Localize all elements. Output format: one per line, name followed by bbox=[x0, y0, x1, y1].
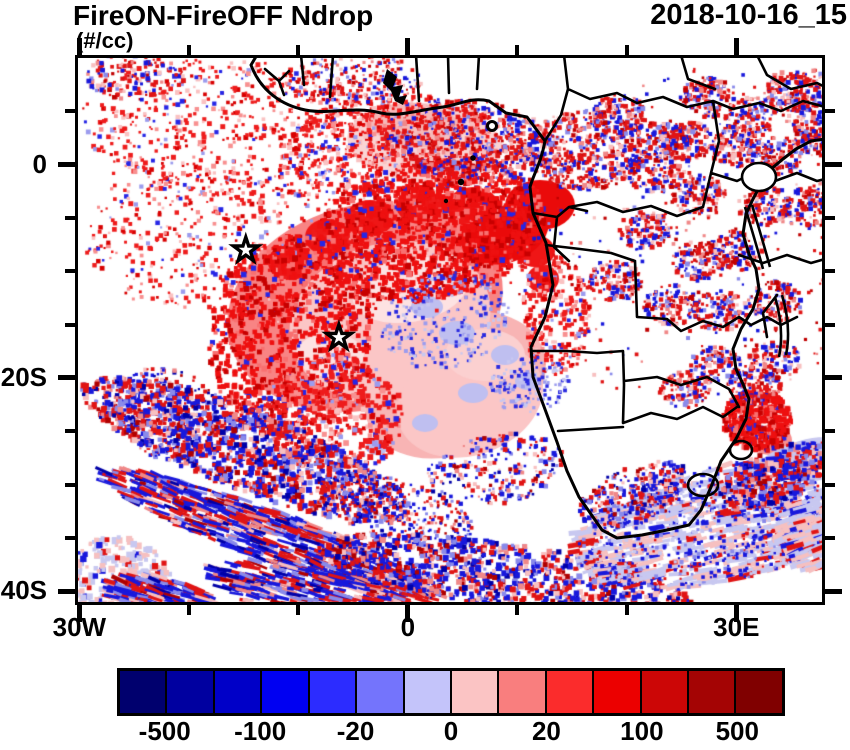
y-tick bbox=[825, 482, 835, 487]
colorbar-segment bbox=[639, 671, 688, 713]
x-axis-label: 30W bbox=[52, 612, 107, 642]
x-tick bbox=[733, 38, 739, 55]
colorbar-segment bbox=[355, 671, 403, 713]
x-axis-label: 0 bbox=[400, 612, 416, 642]
x-tick bbox=[405, 605, 411, 622]
x-tick bbox=[405, 38, 411, 55]
y-tick bbox=[65, 429, 75, 434]
colorbar-segment bbox=[544, 671, 593, 713]
colorbar-label: -20 bbox=[336, 716, 375, 746]
y-tick bbox=[825, 109, 835, 114]
coastline bbox=[249, 55, 825, 540]
star-marker bbox=[321, 319, 357, 353]
colorbar-segment bbox=[687, 671, 735, 713]
x-tick bbox=[76, 38, 82, 55]
y-tick bbox=[65, 482, 75, 487]
y-tick bbox=[65, 322, 75, 327]
lakes bbox=[686, 161, 790, 498]
timestamp-label: 2018-10-16_15 bbox=[650, 0, 847, 31]
colorbar-label: 20 bbox=[531, 716, 561, 746]
colorbar-segment bbox=[402, 671, 450, 713]
x-tick bbox=[624, 605, 629, 615]
lesotho-border bbox=[686, 472, 720, 498]
colorbar-label: -500 bbox=[138, 716, 191, 746]
x-tick bbox=[296, 605, 301, 615]
lake-volta bbox=[383, 69, 407, 105]
colorbar-label: 0 bbox=[443, 716, 459, 746]
y-tick bbox=[825, 429, 835, 434]
y-axis-label: 20S bbox=[0, 361, 47, 392]
colorbar-segment bbox=[592, 671, 640, 713]
colorbar bbox=[117, 668, 785, 716]
station-markers bbox=[228, 231, 357, 353]
colorbar-label: 500 bbox=[715, 716, 759, 746]
colorbar-segment bbox=[734, 671, 782, 713]
x-axis-label: 30E bbox=[713, 612, 760, 642]
y-tick bbox=[58, 375, 75, 381]
island-dot bbox=[470, 155, 476, 161]
eswatini-border bbox=[728, 439, 754, 461]
y-tick bbox=[825, 216, 835, 221]
colorbar-segment bbox=[120, 671, 166, 713]
page-title: FireON-FireOFF Ndrop bbox=[73, 0, 374, 31]
lake-victoria-outline bbox=[740, 161, 778, 193]
x-tick bbox=[186, 605, 191, 615]
y-tick bbox=[825, 162, 842, 168]
y-tick bbox=[65, 109, 75, 114]
y-tick bbox=[825, 535, 835, 540]
colorbar-label: 100 bbox=[620, 716, 664, 746]
units-label: (#/cc) bbox=[76, 28, 134, 53]
colorbar-label: -100 bbox=[234, 716, 287, 746]
x-tick bbox=[515, 605, 520, 615]
y-tick bbox=[825, 322, 835, 327]
country-borders bbox=[263, 55, 825, 433]
y-axis-label: 0 bbox=[32, 148, 47, 179]
star-marker bbox=[228, 231, 264, 265]
colorbar-segment bbox=[497, 671, 545, 713]
x-tick bbox=[624, 45, 629, 55]
y-axis-label: 40S bbox=[0, 575, 47, 606]
colorbar-segment bbox=[307, 671, 356, 713]
x-tick bbox=[76, 605, 82, 622]
colorbar-segment bbox=[260, 671, 308, 713]
y-tick bbox=[65, 216, 75, 221]
map-plot bbox=[75, 55, 825, 605]
colorbar-segment bbox=[449, 671, 498, 713]
x-tick bbox=[733, 605, 739, 622]
y-tick bbox=[65, 269, 75, 274]
colorbar-segment bbox=[212, 671, 261, 713]
y-tick bbox=[825, 269, 835, 274]
island-dot bbox=[443, 198, 449, 204]
x-tick bbox=[186, 45, 191, 55]
y-tick bbox=[65, 535, 75, 540]
map-overlay-svg bbox=[228, 55, 825, 540]
y-tick bbox=[825, 375, 842, 381]
y-tick bbox=[825, 588, 842, 594]
x-tick bbox=[296, 45, 301, 55]
island-dot bbox=[486, 120, 498, 132]
island-dot bbox=[457, 178, 465, 186]
rift-lakes-outline bbox=[743, 204, 790, 358]
y-tick bbox=[58, 162, 75, 168]
x-tick bbox=[515, 45, 520, 55]
y-tick bbox=[58, 588, 75, 594]
colorbar-segment bbox=[165, 671, 213, 713]
islands bbox=[383, 69, 498, 204]
